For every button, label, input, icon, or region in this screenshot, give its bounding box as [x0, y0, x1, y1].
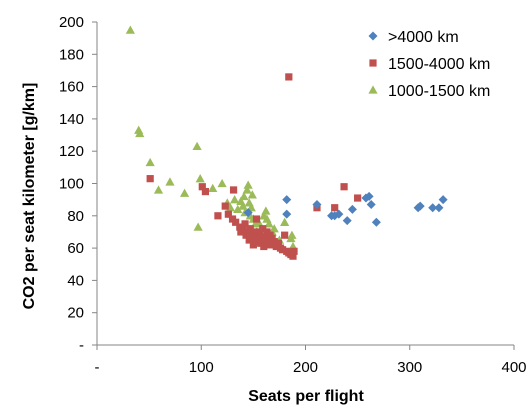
data-point-1500-4000-km: [250, 228, 259, 236]
x-tick-label: -: [95, 359, 100, 376]
data-point-1500-4000-km: [146, 175, 154, 183]
y-tick-label: 20: [67, 305, 84, 322]
data-point-1000-1500-km: [193, 222, 203, 231]
data-point-1500-4000-km: [252, 215, 261, 223]
legend-marker: [368, 31, 378, 41]
data-point-1500-4000-km: [245, 236, 253, 244]
data-point-1500-4000-km: [259, 225, 267, 233]
data-point-1500-4000-km: [221, 202, 229, 210]
data-point-1000-1500-km: [208, 183, 218, 193]
y-tick-label: 60: [67, 240, 84, 257]
data-point-1500-4000-km: [289, 252, 297, 260]
data-point-1500-4000-km: [224, 210, 232, 218]
y-tick-label: 100: [59, 176, 84, 193]
data-point-4000-km: [334, 209, 344, 219]
data-point-1000-1500-km: [280, 217, 290, 226]
legend-label: 1500-4000 km: [388, 56, 490, 73]
data-point-4000-km: [415, 201, 425, 211]
data-point-1500-4000-km: [239, 225, 247, 233]
data-point-4000-km: [312, 199, 322, 209]
y-tick-label: 120: [59, 143, 84, 160]
data-point-1000-1500-km: [179, 188, 190, 197]
data-point-1000-1500-km: [269, 224, 279, 233]
data-point-1000-1500-km: [195, 174, 205, 183]
x-tick-label: 400: [501, 359, 526, 376]
x-axis-title: Seats per flight: [248, 388, 364, 405]
y-tick-label: -: [79, 337, 84, 354]
data-point-1000-1500-km: [145, 157, 155, 167]
data-point-1500-4000-km: [246, 225, 254, 233]
data-point-4000-km: [347, 204, 357, 214]
data-point-4000-km: [342, 216, 352, 226]
y-tick-label: 80: [67, 208, 84, 225]
y-tick-label: 40: [67, 272, 84, 289]
data-point-1500-4000-km: [354, 194, 362, 202]
data-point-1000-1500-km: [264, 219, 274, 228]
data-point-1000-1500-km: [125, 25, 135, 34]
data-point-1000-1500-km: [217, 178, 227, 188]
legend: >4000 km 1500-4000 km 1000-1500 km: [368, 29, 490, 100]
data-point-1500-4000-km: [198, 183, 206, 191]
data-point-1500-4000-km: [214, 212, 222, 220]
y-tick-label: 160: [59, 79, 84, 96]
data-point-4000-km: [428, 203, 438, 213]
data-point-1000-1500-km: [242, 185, 252, 194]
data-point-1500-4000-km: [249, 241, 257, 249]
data-point-1000-1500-km: [238, 201, 248, 210]
y-tick-label: 200: [59, 14, 84, 31]
data-point-1000-1500-km: [135, 128, 145, 138]
data-point-1000-1500-km: [243, 180, 253, 189]
data-point-1500-4000-km: [331, 204, 339, 212]
data-point-1500-4000-km: [201, 187, 210, 196]
data-point-1500-4000-km: [278, 246, 287, 254]
data-point-1500-4000-km: [241, 220, 249, 228]
y-axis-title: CO2 per seat kilometer [g/km]: [21, 83, 38, 310]
data-point-4000-km: [434, 203, 444, 213]
data-point-1000-1500-km: [192, 141, 202, 151]
data-point-1000-1500-km: [247, 190, 257, 199]
data-point-1500-4000-km: [285, 73, 293, 81]
data-point-4000-km: [282, 209, 292, 219]
plot-area: - 20 40 60 80 100 120 140 160 180 200 - 100 200 300 400: [59, 14, 527, 376]
data-point-1500-4000-km: [229, 186, 238, 194]
data-point-4000-km: [438, 195, 448, 205]
data-point-1500-4000-km: [290, 247, 298, 255]
data-point-4000-km: [366, 199, 376, 209]
data-point-1500-4000-km: [274, 239, 282, 247]
data-point-1500-4000-km: [340, 183, 348, 191]
data-point-4000-km: [243, 208, 253, 218]
x-tick-label: 300: [397, 359, 422, 376]
y-tick-label: 180: [59, 46, 84, 63]
data-point-4000-km: [364, 191, 374, 201]
data-point-1000-1500-km: [230, 195, 240, 204]
x-tick-label: 100: [189, 359, 214, 376]
data-point-1000-1500-km: [153, 185, 164, 194]
x-tick-label: 200: [293, 359, 318, 376]
legend-label: >4000 km: [388, 29, 459, 46]
data-point-1500-4000-km: [232, 218, 240, 226]
data-point-1000-1500-km: [239, 191, 249, 201]
data-point-1500-4000-km: [270, 238, 278, 246]
legend-marker: [369, 59, 377, 67]
data-point-1000-1500-km: [287, 230, 297, 239]
data-point-1000-1500-km: [233, 204, 243, 214]
data-point-4000-km: [371, 217, 381, 227]
y-tick-label: 140: [59, 111, 84, 128]
legend-label: 1000-1500 km: [388, 83, 490, 100]
data-point-1000-1500-km: [261, 206, 271, 215]
legend-marker: [368, 85, 378, 94]
data-point-4000-km: [282, 195, 292, 205]
data-point-1500-4000-km: [281, 231, 289, 239]
data-point-1000-1500-km: [165, 177, 175, 186]
